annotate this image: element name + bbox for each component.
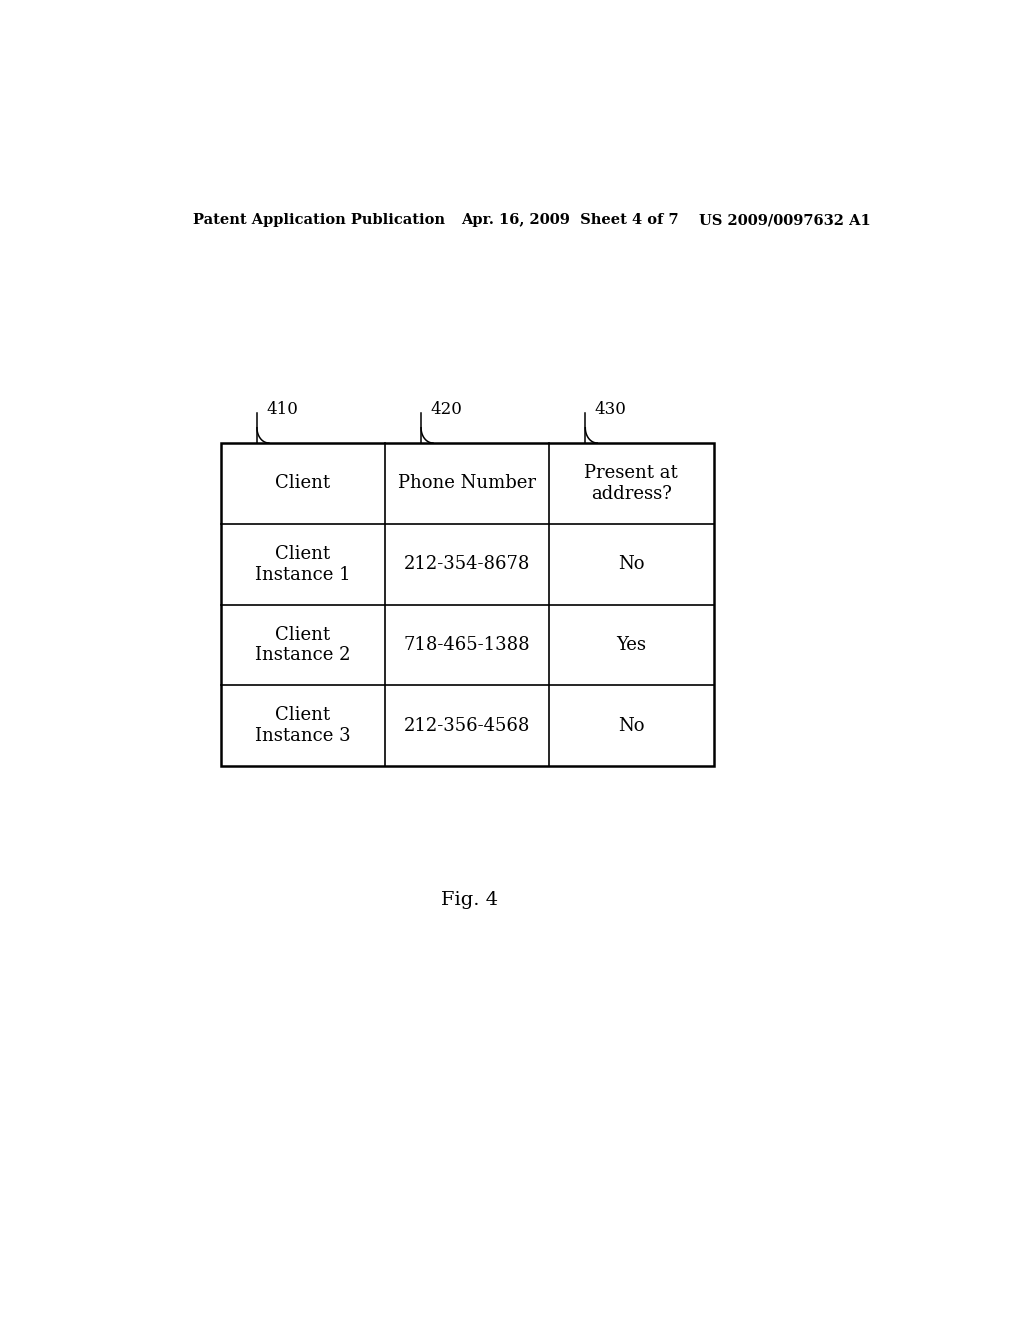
Text: Client: Client xyxy=(275,474,331,492)
Text: Phone Number: Phone Number xyxy=(398,474,536,492)
Text: Yes: Yes xyxy=(616,636,646,653)
Text: Client
Instance 3: Client Instance 3 xyxy=(255,706,350,746)
Text: 212-356-4568: 212-356-4568 xyxy=(403,717,530,735)
Text: No: No xyxy=(618,556,645,573)
Text: No: No xyxy=(618,717,645,735)
Bar xyxy=(221,444,714,766)
Text: 410: 410 xyxy=(266,401,298,418)
Text: Present at
address?: Present at address? xyxy=(585,465,678,503)
Text: 718-465-1388: 718-465-1388 xyxy=(403,636,530,653)
Text: Client
Instance 1: Client Instance 1 xyxy=(255,545,350,583)
Text: 430: 430 xyxy=(595,401,627,418)
Text: US 2009/0097632 A1: US 2009/0097632 A1 xyxy=(699,214,871,227)
Text: 420: 420 xyxy=(430,401,463,418)
Text: Apr. 16, 2009  Sheet 4 of 7: Apr. 16, 2009 Sheet 4 of 7 xyxy=(461,214,679,227)
Text: Client
Instance 2: Client Instance 2 xyxy=(255,626,350,664)
Text: Patent Application Publication: Patent Application Publication xyxy=(194,214,445,227)
Text: Fig. 4: Fig. 4 xyxy=(440,891,498,909)
Text: 212-354-8678: 212-354-8678 xyxy=(403,556,530,573)
